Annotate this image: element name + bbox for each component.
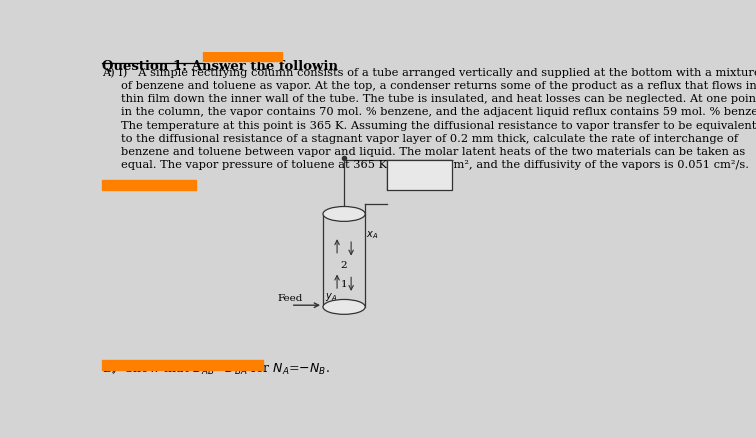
Text: The temperature at this point is 365 K. Assuming the diffusional resistance to v: The temperature at this point is 365 K. … xyxy=(121,120,756,131)
Text: $y_A$: $y_A$ xyxy=(325,291,337,303)
Text: 2: 2 xyxy=(341,260,348,269)
Text: benzene and toluene between vapor and liquid. The molar latent heats of the two : benzene and toluene between vapor and li… xyxy=(121,147,745,157)
Text: B)  Show that D: B) Show that D xyxy=(102,360,203,373)
Text: in the column, the vapor contains 70 mol. % benzene, and the adjacent liquid ref: in the column, the vapor contains 70 mol… xyxy=(121,107,756,117)
Ellipse shape xyxy=(323,207,365,222)
Text: of benzene and toluene as vapor. At the top, a condenser returns some of the pro: of benzene and toluene as vapor. At the … xyxy=(121,81,756,91)
Text: Question 1: Answer the followin: Question 1: Answer the followin xyxy=(102,60,338,73)
Text: B)  Show that $D_{AB}$=$D_{BA}$ for $N_A$=$-N_B$.: B) Show that $D_{AB}$=$D_{BA}$ for $N_A$… xyxy=(102,360,330,375)
Ellipse shape xyxy=(323,300,365,314)
Bar xyxy=(203,53,282,62)
Text: Feed: Feed xyxy=(277,294,302,303)
Bar xyxy=(387,160,452,191)
Text: equal. The vapor pressure of toluene at 365 K is 54.0 kN/m², and the diffusivity: equal. The vapor pressure of toluene at … xyxy=(121,160,749,170)
Bar xyxy=(102,181,196,191)
Text: thin film down the inner wall of the tube. The tube is insulated, and heat losse: thin film down the inner wall of the tub… xyxy=(121,94,756,104)
Text: 1: 1 xyxy=(341,279,348,289)
Text: A) I)   A simple rectifying column consists of a tube arranged vertically and su: A) I) A simple rectifying column consist… xyxy=(102,68,756,78)
Bar xyxy=(102,360,263,370)
Text: $x_A$: $x_A$ xyxy=(367,229,379,241)
Text: to the diffusional resistance of a stagnant vapor layer of 0.2 mm thick, calcula: to the diffusional resistance of a stagn… xyxy=(121,134,738,144)
